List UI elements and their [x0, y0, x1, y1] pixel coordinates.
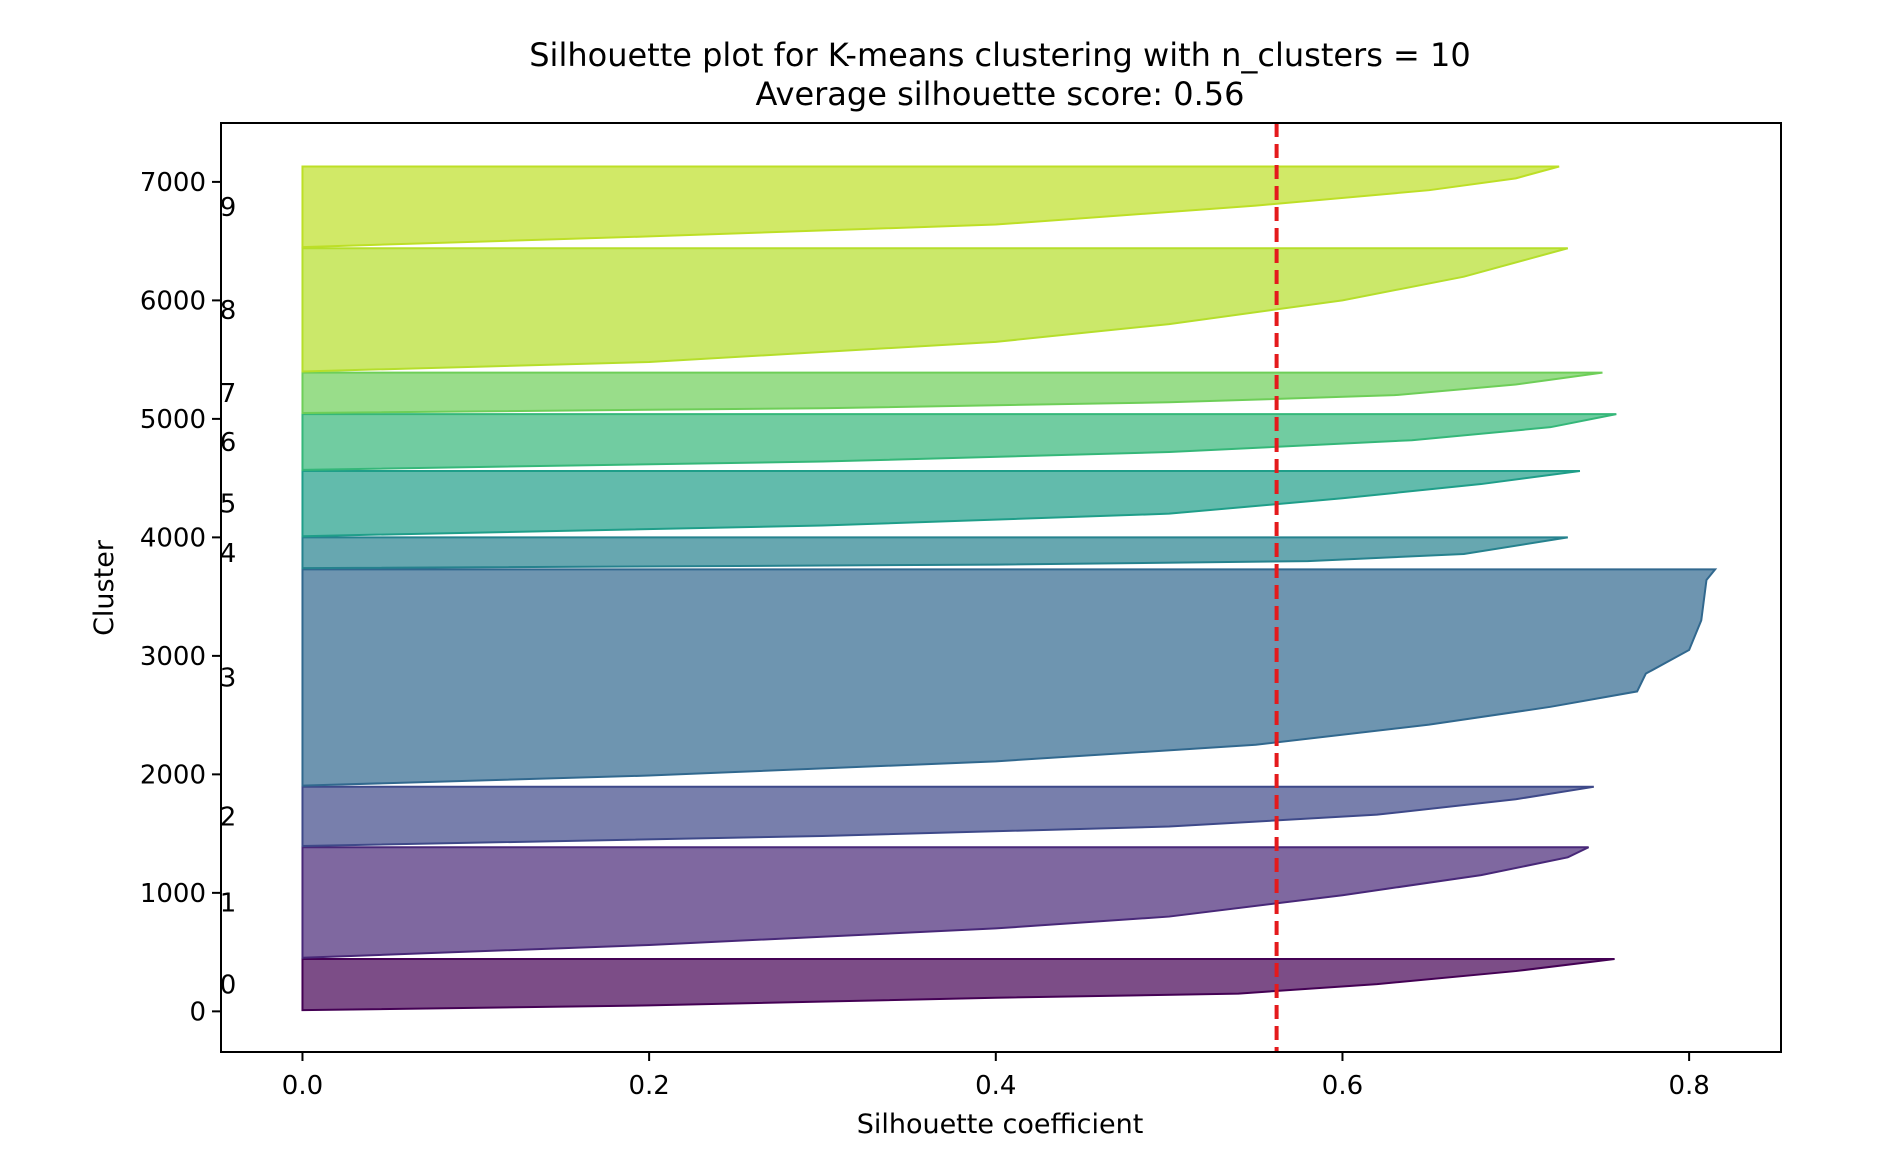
x-axis-ticks: 0.0 0.2 0.4 0.6 0.8 — [282, 1052, 1710, 1101]
y-tick-label: 6000 — [140, 286, 206, 316]
chart-title: Silhouette plot for K-means clustering w… — [529, 36, 1471, 74]
y-axis-ticks: 0 1000 2000 3000 4000 5000 6000 7000 — [140, 168, 221, 1027]
x-tick-label: 0.8 — [1668, 1071, 1709, 1101]
cluster-label: 3 — [220, 663, 237, 693]
cluster-label: 9 — [220, 193, 237, 223]
cluster-label: 0 — [220, 971, 237, 1001]
cluster-label: 8 — [220, 296, 237, 326]
x-tick-label: 0.0 — [282, 1071, 323, 1101]
x-tick-label: 0.4 — [975, 1071, 1016, 1101]
x-tick-label: 0.2 — [628, 1071, 669, 1101]
cluster-label: 7 — [220, 379, 237, 409]
y-tick-label: 7000 — [140, 168, 206, 198]
cluster-label: 4 — [220, 539, 237, 569]
y-tick-label: 3000 — [140, 642, 206, 672]
cluster-1-area — [301, 846, 1590, 959]
cluster-9-area — [301, 165, 1560, 249]
y-tick-label: 4000 — [140, 523, 206, 553]
x-tick-label: 0.6 — [1322, 1071, 1363, 1101]
cluster-0-area — [301, 957, 1615, 1012]
cluster-3-area — [301, 568, 1718, 787]
cluster-8-area — [301, 247, 1569, 373]
y-tick-label: 1000 — [140, 879, 206, 909]
y-tick-label: 0 — [189, 997, 206, 1027]
plot-frame — [220, 122, 1782, 1053]
cluster-label: 1 — [220, 889, 237, 919]
cluster-5-area — [301, 470, 1581, 538]
cluster-labels: 0 1 2 3 4 5 6 7 8 9 — [220, 193, 237, 1001]
cluster-areas — [301, 165, 1718, 1012]
cluster-label: 2 — [220, 802, 237, 832]
chart-subtitle: Average silhouette score: 0.56 — [756, 75, 1245, 113]
cluster-4-area — [301, 536, 1568, 570]
y-tick-label: 5000 — [140, 405, 206, 435]
cluster-2-area — [301, 785, 1594, 848]
cluster-label: 5 — [220, 490, 237, 520]
x-axis-label: Silhouette coefficient — [857, 1109, 1144, 1140]
y-axis-label: Cluster — [89, 539, 120, 636]
cluster-label: 6 — [220, 428, 237, 458]
y-tick-label: 2000 — [140, 760, 206, 790]
cluster-6-area — [301, 413, 1617, 471]
